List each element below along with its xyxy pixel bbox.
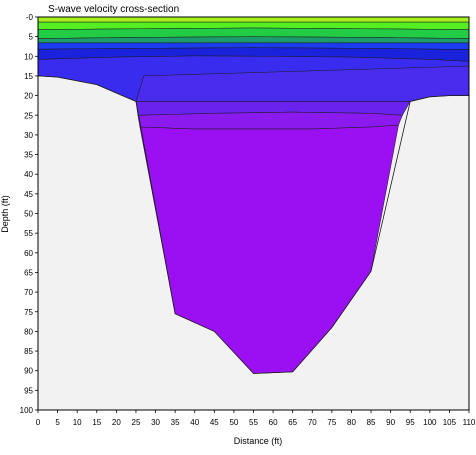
- y-tick-label: 70: [24, 288, 33, 297]
- y-tick-label: 100: [20, 406, 34, 415]
- x-tick-label: 105: [443, 418, 457, 427]
- x-tick-label: 40: [190, 418, 199, 427]
- y-axis: -0 5 10 15 20 25 30 35 40 45 50 55 60 65 70 75 80 85 90 95 1…: [20, 13, 38, 415]
- y-tick-label: 80: [24, 327, 33, 336]
- y-tick-label: -0: [26, 13, 34, 22]
- x-tick-label: 5: [55, 418, 60, 427]
- x-tick-label: 15: [92, 418, 101, 427]
- y-tick-label: 95: [24, 386, 33, 395]
- y-tick-label: 50: [24, 210, 33, 219]
- x-tick-label: 70: [308, 418, 317, 427]
- y-tick-label: 85: [24, 347, 33, 356]
- y-tick-label: 5: [29, 33, 34, 42]
- y-tick-label: 25: [24, 111, 33, 120]
- x-tick-label: 75: [327, 418, 336, 427]
- y-axis-title: Depth (ft): [0, 195, 10, 233]
- x-tick-label: 10: [73, 418, 82, 427]
- x-tick-label: 30: [151, 418, 160, 427]
- y-tick-label: 75: [24, 308, 33, 317]
- model-boundary-line: [37, 75, 469, 374]
- y-tick-label: 55: [24, 229, 33, 238]
- x-tick-label: 85: [367, 418, 376, 427]
- x-tick-label: 60: [269, 418, 278, 427]
- y-tick-label: 15: [24, 72, 33, 81]
- x-tick-label: 110: [463, 418, 476, 427]
- y-tick-label: 40: [24, 170, 33, 179]
- y-tick-label: 45: [24, 190, 33, 199]
- y-tick-label: 30: [24, 131, 33, 140]
- x-tick-label: 50: [229, 418, 238, 427]
- y-tick-label: 60: [24, 249, 33, 258]
- chart-title: S-wave velocity cross-section: [48, 4, 179, 15]
- y-tick-label: 65: [24, 268, 33, 277]
- velocity-layer-10: [137, 111, 403, 130]
- model-outline: [37, 75, 469, 374]
- x-tick-label: 55: [249, 418, 258, 427]
- x-tick-label: 25: [132, 418, 141, 427]
- x-tick-label: 20: [112, 418, 121, 427]
- y-tick-label: 20: [24, 92, 33, 101]
- x-tick-label: 45: [210, 418, 219, 427]
- x-tick-label: 0: [36, 418, 41, 427]
- velocity-layers: [37, 16, 470, 374]
- x-tick-label: 35: [171, 418, 180, 427]
- x-tick-label: 90: [386, 418, 395, 427]
- velocity-layer-1: [37, 16, 470, 23]
- y-tick-label: 35: [24, 151, 33, 160]
- y-tick-label: 90: [24, 367, 33, 376]
- x-tick-label: 80: [347, 418, 356, 427]
- x-tick-label: 65: [288, 418, 297, 427]
- y-tick-label: 10: [24, 52, 33, 61]
- x-axis: 0 5 10 15 20 25 30 35 40 45 50 55 60 65 70 75 80 85 90 95 10…: [36, 410, 476, 427]
- x-axis-title: Distance (ft): [234, 436, 283, 446]
- x-tick-label: 95: [406, 418, 415, 427]
- x-tick-label: 100: [423, 418, 437, 427]
- velocity-layer-4: [37, 36, 470, 44]
